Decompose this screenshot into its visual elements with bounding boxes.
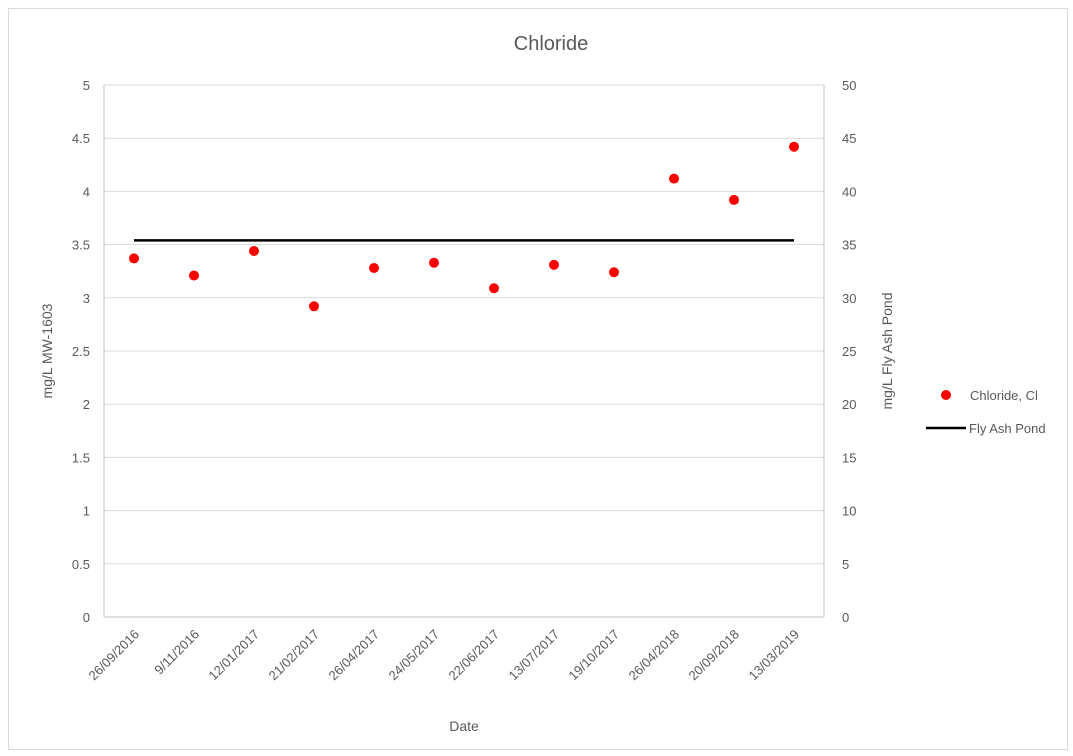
y2-tick-label: 35: [842, 238, 856, 253]
x-tick-label: 13/07/2017: [505, 627, 562, 684]
legend: Chloride, Cl Fly Ash Pond: [926, 388, 1046, 436]
y2-tick-label: 20: [842, 397, 856, 412]
chloride-point: [189, 270, 199, 281]
y-tick-label: 0: [83, 610, 90, 625]
gridlines: [104, 84, 824, 565]
x-tick-label: 26/04/2018: [625, 627, 682, 684]
y-tick-label: 1.5: [72, 450, 90, 465]
y-tick-label: 5: [83, 78, 90, 93]
x-tick-label: 19/10/2017: [565, 627, 622, 684]
x-tick-label: 9/11/2016: [151, 627, 202, 678]
right-axis-ticks: 0 5 10 15 20 25 30 35 40 45 50: [842, 78, 856, 625]
chloride-point: [249, 245, 259, 256]
x-tick-label: 26/09/2016: [85, 627, 142, 684]
y-tick-label: 3: [83, 291, 90, 306]
chloride-point: [609, 267, 619, 278]
series-chloride: [129, 141, 799, 312]
y2-tick-label: 25: [842, 344, 856, 359]
chloride-point: [429, 257, 439, 268]
x-axis-ticks: 26/09/2016 9/11/2016 12/01/2017 21/02/2017 2…: [85, 627, 802, 684]
y-tick-label: 0.5: [72, 557, 90, 572]
legend-label-chloride: Chloride, Cl: [970, 388, 1038, 403]
legend-marker-chloride: [941, 390, 951, 400]
chloride-point: [309, 301, 319, 312]
y2-tick-label: 50: [842, 78, 856, 93]
y2-tick-label: 5: [842, 557, 849, 572]
chloride-point: [729, 194, 739, 205]
y2-tick-label: 15: [842, 450, 856, 465]
y-tick-label: 2.5: [72, 344, 90, 359]
y2-tick-label: 40: [842, 184, 856, 199]
chloride-point: [669, 173, 679, 184]
chloride-point: [549, 259, 559, 270]
chloride-point: [369, 263, 379, 274]
y-axis-title: mg/L MW-1603: [39, 303, 55, 398]
axes: [103, 85, 825, 618]
chloride-point: [129, 253, 139, 264]
x-tick-label: 21/02/2017: [265, 627, 322, 684]
y-tick-label: 4.5: [72, 131, 90, 146]
x-tick-label: 24/05/2017: [385, 627, 442, 684]
x-axis-title: Date: [449, 718, 479, 734]
y-tick-label: 3.5: [72, 238, 90, 253]
chart-frame: [8, 8, 1068, 750]
y2-tick-label: 30: [842, 291, 856, 306]
y-tick-label: 2: [83, 397, 90, 412]
left-axis-ticks: 0 0.5 1 1.5 2 2.5 3 3.5 4 4.5 5: [72, 78, 90, 625]
y-tick-label: 4: [83, 184, 90, 199]
chart-title: Chloride: [514, 33, 588, 55]
chloride-point: [789, 141, 799, 152]
x-tick-label: 20/09/2018: [685, 627, 742, 684]
y-tick-label: 1: [83, 504, 90, 519]
y2-tick-label: 0: [842, 610, 849, 625]
x-tick-label: 26/04/2017: [325, 627, 382, 684]
y2-tick-label: 45: [842, 131, 856, 146]
x-tick-label: 12/01/2017: [205, 627, 262, 684]
y2-axis-title: mg/L Fly Ash Pond: [879, 293, 895, 410]
chloride-point: [489, 283, 499, 294]
x-tick-label: 22/06/2017: [445, 627, 502, 684]
legend-label-fly-ash-pond: Fly Ash Pond: [969, 421, 1046, 436]
y2-tick-label: 10: [842, 504, 856, 519]
x-tick-label: 13/03/2019: [745, 627, 802, 684]
